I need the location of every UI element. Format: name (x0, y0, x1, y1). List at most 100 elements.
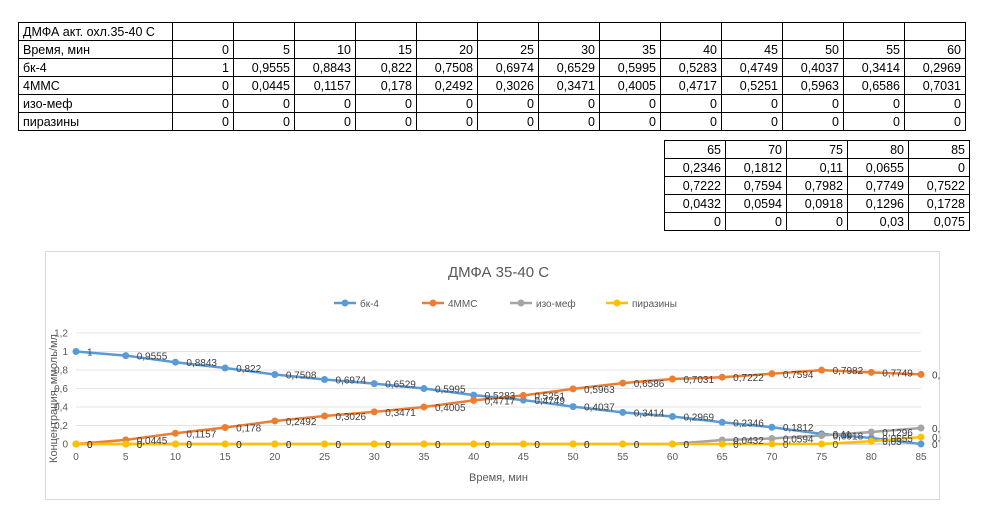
data-point (470, 440, 478, 448)
row-label: 4ММС (18, 76, 173, 95)
table-cell: 0,0594 (725, 194, 787, 213)
table-cell: 0,9555 (233, 58, 295, 77)
data-label: 0 (87, 440, 93, 451)
table-cell: 0 (538, 112, 600, 131)
data-label: 0,2346 (733, 418, 764, 429)
table-cell: 0 (416, 94, 478, 113)
data-label: 0 (336, 440, 342, 451)
table-cell: 1 (172, 58, 234, 77)
table-cell: 0 (664, 212, 726, 231)
y-tick-label: 0,8 (54, 366, 68, 377)
table-cell: 0 (843, 94, 905, 113)
data-label: 0,3026 (336, 412, 367, 423)
data-label: 0 (385, 440, 391, 451)
table-cell: 0 (782, 112, 844, 131)
data-label: 0 (485, 440, 491, 451)
data-point (221, 424, 229, 432)
data-point (519, 440, 527, 448)
table-cell: 0 (660, 94, 722, 113)
y-tick-label: 1 (62, 347, 68, 358)
table-cell: 0 (416, 112, 478, 131)
data-label: 0 (87, 440, 93, 451)
table-title-cell: ДМФА акт. охл.35-40 С (18, 22, 173, 41)
table-row: изо-меф 0 0 0 0 0 0 0 0 0 0 0 0 0 (18, 94, 966, 113)
data-label: 0,5251 (534, 391, 565, 402)
x-tick-label: 30 (369, 452, 381, 463)
data-point (519, 391, 527, 399)
data-label: 0,7222 (733, 373, 764, 384)
table-cell: 0 (477, 94, 539, 113)
data-table-continuation: 65 70 75 80 85 0,2346 0,1812 0,11 0,0655… (664, 140, 970, 231)
x-axis-title: Время, мин (469, 472, 528, 484)
data-label: 0 (833, 440, 839, 451)
legend-label: пиразины (632, 299, 677, 310)
data-label: 0 (584, 440, 590, 451)
data-label: 0 (584, 440, 590, 451)
data-point (470, 391, 478, 399)
table-cell: 0,7031 (904, 76, 966, 95)
table-cell: 0 (660, 112, 722, 131)
table-cell: 0 (172, 94, 234, 113)
series-line (75, 368, 922, 446)
table-cell: 0,6586 (843, 76, 905, 95)
data-label: 0,0655 (882, 434, 913, 445)
data-label: 0 (137, 440, 143, 451)
data-point (867, 368, 875, 376)
data-label: 0 (137, 440, 143, 451)
time-header-label: Время, мин (18, 40, 173, 59)
table-cell: 0,5995 (599, 58, 661, 77)
table-cell: 0 (904, 112, 966, 131)
table-cell: 0 (725, 212, 787, 231)
data-label: 1 (87, 348, 93, 359)
data-label: 0,11 (833, 430, 852, 441)
table-cell: 0,2346 (664, 158, 726, 177)
table-cell: 0,5251 (721, 76, 783, 95)
legend-label: 4ММС (448, 299, 477, 310)
data-point (768, 370, 776, 378)
table-cell: 0,5283 (660, 58, 722, 77)
data-point (668, 413, 676, 421)
data-label: 0,6974 (336, 375, 367, 386)
table-cell: 0 (599, 112, 661, 131)
table-cell: 0 (233, 94, 295, 113)
table-cell: 30 (538, 40, 600, 59)
table-cell: 25 (477, 40, 539, 59)
data-label: 0,7594 (783, 370, 814, 381)
table-cell: 65 (664, 140, 726, 159)
data-point (917, 424, 925, 432)
data-label: 0 (435, 440, 441, 451)
data-point (420, 385, 428, 393)
data-point (370, 380, 378, 388)
row-label: бк-4 (18, 58, 173, 77)
table-cell: 70 (725, 140, 787, 159)
table-cell: 0,0655 (847, 158, 909, 177)
table-cell: 85 (908, 140, 970, 159)
table-cell: 0 (355, 94, 417, 113)
data-point (668, 440, 676, 448)
table-cell: 0 (908, 158, 970, 177)
data-point (917, 440, 925, 448)
data-label: 0 (286, 440, 292, 451)
data-point (569, 385, 577, 393)
table-cell: 0 (843, 112, 905, 131)
data-point (668, 375, 676, 383)
table-row: ДМФА акт. охл.35-40 С (18, 22, 966, 41)
data-point (221, 364, 229, 372)
table-cell: 20 (416, 40, 478, 59)
table-cell: 0 (172, 40, 234, 59)
table-cell: 0 (172, 76, 234, 95)
legend-marker (341, 299, 349, 307)
table-cell: 0,4717 (660, 76, 722, 95)
data-point (917, 433, 925, 441)
table-cell: 0,3026 (477, 76, 539, 95)
data-label: 0 (634, 440, 640, 451)
data-label: 0,5283 (485, 391, 516, 402)
table-cell: 10 (294, 40, 356, 59)
data-label: 0,5963 (584, 385, 615, 396)
data-point (718, 418, 726, 426)
table-cell: 45 (721, 40, 783, 59)
data-label: 0,075 (932, 433, 941, 444)
table-cell: 0 (782, 94, 844, 113)
line-chart: ДМФА 35-40 С бк-4 4ММС изо-меф пиразины 0 0,2 0… (48, 264, 941, 484)
data-label: 0 (485, 440, 491, 451)
